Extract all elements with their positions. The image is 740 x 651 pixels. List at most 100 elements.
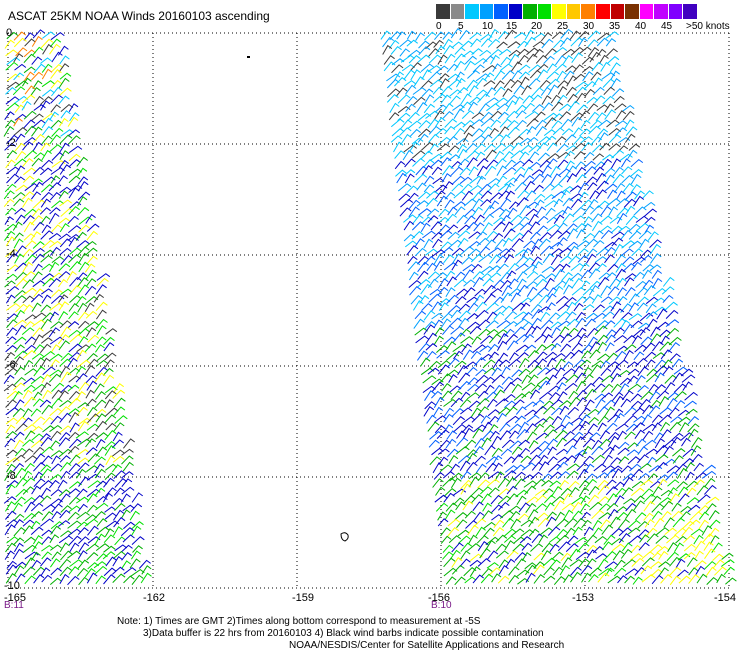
wind-barb <box>620 158 631 168</box>
wind-barb <box>521 542 533 551</box>
wind-barb <box>24 85 36 95</box>
wind-barb <box>642 190 654 199</box>
legend-tick: 20 <box>531 21 543 32</box>
wind-barb <box>86 380 98 391</box>
wind-barb <box>22 417 33 426</box>
wind-barb <box>442 325 454 336</box>
wind-barb <box>67 129 80 137</box>
wind-barb <box>581 223 592 232</box>
wind-barb <box>463 124 475 135</box>
wind-barb <box>631 248 643 257</box>
wind-barb <box>484 539 496 551</box>
wind-barb <box>439 78 450 89</box>
wind-barb <box>575 380 587 392</box>
wind-barb <box>442 471 455 479</box>
wind-barb <box>425 248 438 256</box>
wind-barb <box>505 558 516 568</box>
wind-barb <box>491 504 503 514</box>
wind-barb <box>574 86 587 96</box>
wind-barb <box>57 479 68 489</box>
wind-barb <box>14 63 27 71</box>
wind-barb <box>58 406 71 416</box>
wind-barb <box>410 69 422 81</box>
wind-barb <box>551 183 563 191</box>
wind-barb <box>559 326 570 335</box>
wind-barb <box>446 63 459 73</box>
wind-barb <box>649 243 662 255</box>
wind-barb <box>614 350 627 361</box>
wind-barb <box>608 277 621 289</box>
wind-barb <box>676 569 689 577</box>
wind-barb <box>439 439 451 449</box>
wind-barb <box>516 495 527 506</box>
wind-barb <box>520 297 533 305</box>
wind-barb <box>668 493 680 504</box>
wind-barb <box>407 261 421 272</box>
wind-barb <box>552 352 566 361</box>
wind-barb <box>440 535 452 544</box>
wind-barb <box>575 389 588 399</box>
wind-barb <box>635 222 650 232</box>
wind-barb <box>487 38 501 48</box>
wind-barb <box>664 374 677 384</box>
wind-barb <box>583 526 594 537</box>
wind-barb <box>561 503 575 511</box>
wind-barb <box>543 55 555 65</box>
wind-barb <box>495 550 509 559</box>
wind-barb <box>615 268 627 279</box>
wind-barb <box>546 71 559 80</box>
wind-barb <box>516 428 530 439</box>
wind-barb <box>437 54 448 65</box>
wind-barb <box>50 525 61 535</box>
wind-barb <box>496 165 507 176</box>
wind-barb <box>105 520 120 529</box>
wind-barb <box>39 518 54 527</box>
wind-barb <box>576 397 588 407</box>
wind-barb <box>76 521 89 529</box>
wind-barb <box>538 534 549 544</box>
wind-barb <box>495 398 509 407</box>
wind-barb <box>431 166 443 176</box>
wind-barb <box>645 373 659 383</box>
wind-barb <box>488 415 500 425</box>
wind-barb <box>23 384 36 392</box>
wind-barb <box>51 160 66 168</box>
wind-barb <box>104 440 116 449</box>
swath-time-label: B:10 <box>431 600 452 611</box>
wind-barb <box>408 271 419 281</box>
wind-barb <box>537 287 549 295</box>
wind-barb <box>641 551 655 560</box>
wind-barb <box>648 465 663 473</box>
wind-barb <box>485 302 499 311</box>
wind-barb <box>557 303 570 312</box>
wind-barb <box>528 528 540 537</box>
wind-barb <box>482 204 495 216</box>
wind-barb <box>422 385 436 394</box>
wind-barb <box>667 542 678 553</box>
wind-barb <box>624 344 637 352</box>
wind-barb <box>633 206 647 216</box>
wind-barb <box>485 462 498 473</box>
wind-barb <box>576 462 589 472</box>
wind-barb <box>421 164 433 176</box>
wind-barb <box>535 278 548 287</box>
wind-barb <box>510 528 525 537</box>
wind-barb <box>103 545 116 553</box>
wind-barb <box>520 144 533 153</box>
wind-barb <box>508 53 520 64</box>
wind-barb <box>32 253 45 264</box>
wind-barb <box>704 548 716 559</box>
wind-barb <box>660 574 673 584</box>
wind-barb <box>620 311 633 320</box>
wind-barb <box>508 574 520 584</box>
wind-barb <box>489 430 500 440</box>
wind-barb <box>482 278 494 287</box>
wind-barb <box>400 54 415 63</box>
wind-barb <box>533 423 545 432</box>
wind-barb <box>13 232 24 241</box>
wind-barb <box>437 136 451 146</box>
wind-barb <box>413 96 426 106</box>
wind-barb <box>524 325 537 337</box>
wind-barb <box>33 471 44 481</box>
wind-barb <box>518 357 530 369</box>
